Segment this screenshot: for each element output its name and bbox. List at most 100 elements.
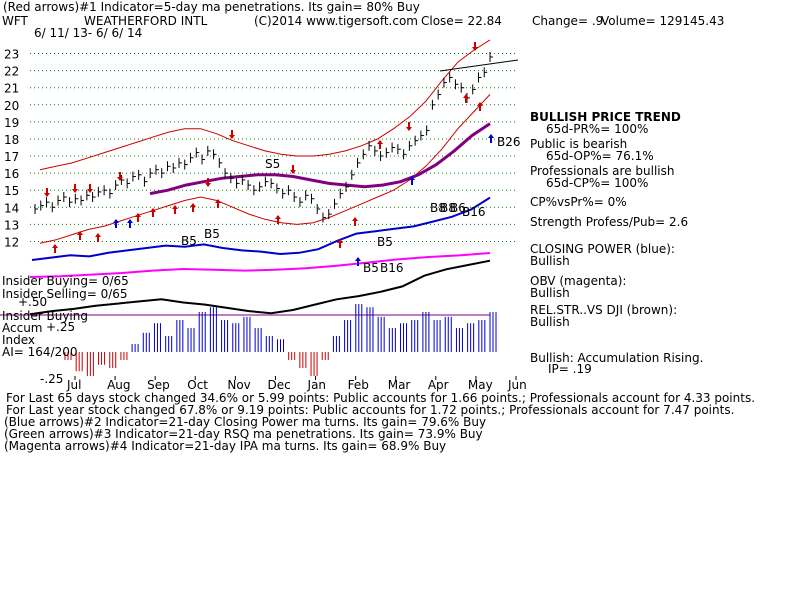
accum-label: Accum [2,321,43,335]
y-tick-label: 15 [4,184,19,198]
y-tick-label: 12 [4,235,19,249]
x-tick-label: Jul [66,378,81,392]
signal-label: B5 [181,234,197,248]
upper-band-line [39,39,491,171]
company-name: WEATHERFORD INTL [84,14,208,28]
signal-arrow-head [406,127,412,131]
signal-label: B5 [377,235,393,249]
y-tick-label: 16 [4,167,19,181]
index-label: Index [2,333,36,347]
signal-arrow-head [488,134,494,138]
x-tick-label: Aug [107,378,130,392]
signal-arrow-head [87,189,93,193]
ip-value: IP= .19 [548,362,592,376]
signal-arrow-head [77,231,83,235]
signal-arrow-head [463,94,469,98]
arrow-indicator-line: (Red arrows)#1 Indicator=5-day ma penetr… [3,0,420,14]
strength-ratio: Strength Profess/Pub= 2.6 [530,215,689,229]
y-tick-label: 20 [4,99,19,113]
signal-arrow-head [95,233,101,237]
footer-line-1: For Last 65 days stock changed 34.6% or … [6,391,756,405]
signal-arrow-head [477,102,483,106]
date-range: 6/ 11/ 13- 6/ 6/ 14 [34,26,143,40]
trendline [439,59,519,72]
y-tick-label: 22 [4,65,19,79]
obv-value: Bullish [530,286,570,300]
insider-selling-label: Insider Selling= 0/65 [2,287,128,301]
y-tick-label: 13 [4,218,19,232]
insider-buying-label: Insider Buying= 0/65 [2,274,129,288]
signal-arrow-head [275,215,281,219]
x-tick-label: Jun [507,378,527,392]
op-value: 65d-OP%= 76.1% [546,149,654,163]
cp-vs-pr: CP%vsPr%= 0% [530,195,627,209]
signal-label: B6 [450,201,466,215]
copyright: (C)2014 www.tigersoft.com [254,14,418,28]
y-tick-label: 18 [4,133,19,147]
insider-buying-label-2: Insider Buying [2,309,88,323]
signal-label: S5 [265,157,280,171]
x-tick-label: Dec [267,378,290,392]
footer-line-3: (Blue arrows)#2 Indicator=21-day Closing… [4,415,487,429]
x-tick-label: Mar [388,378,411,392]
footer-line-5: (Magenta arrows)#4 Indicator=21-day IPA … [4,439,447,453]
signal-arrow-head [355,257,361,261]
public-label: Public is bearish [530,137,628,151]
relstr-value: Bullish [530,315,570,329]
signal-arrow-head [290,170,296,174]
x-tick-label: Apr [428,378,449,392]
pros-label: Professionals are bullish [530,164,675,178]
ma-line [149,122,491,196]
signal-arrow-head [72,189,78,193]
signal-arrow-head [352,217,358,221]
y-tick-label: 14 [4,201,19,215]
accum-half-label: +.50 [18,295,48,309]
accum-quarter-label: +.25 [46,320,76,334]
x-tick-label: Sep [147,378,170,392]
change-value: Change= .9 [532,14,604,28]
signal-label: B16 [462,205,486,219]
obv-label: OBV (magenta): [530,274,627,288]
y-tick-label: 17 [4,150,19,164]
signal-arrow-head [190,203,196,207]
x-tick-label: Jan [307,378,327,392]
signal-arrow-head [409,176,415,180]
signal-arrow-head [472,47,478,51]
signal-label: B16 [380,261,404,275]
accum-neg-label: -.25 [40,372,64,386]
signal-arrow-head [135,213,141,217]
signal-arrow-head [117,177,123,181]
closing-power-value: Bullish [530,254,570,268]
y-tick-label: 21 [4,82,19,96]
signal-arrow-head [205,183,211,187]
trend-title: BULLISH PRICE TREND [530,110,681,124]
grid-layer [30,53,518,242]
accumulation-note: Bullish: Accumulation Rising. [530,351,704,365]
rel-str-line [29,259,491,316]
signal-arrow-head [52,244,58,248]
signal-label: B5 [204,227,220,241]
closing-power-line [31,196,491,261]
signal-arrow-head [127,219,133,223]
obv-line [29,252,491,278]
y-tick-label: 23 [4,48,19,62]
signal-arrow-head [150,208,156,212]
signal-arrow-head [44,193,50,197]
signal-label: B8 [430,201,446,215]
x-tick-label: Feb [348,378,369,392]
signal-arrow-head [377,140,383,144]
closing-power-label: CLOSING POWER (blue): [530,242,675,256]
relstr-label: REL.STR..VS DJI (brown): [530,303,678,317]
close-value: Close= 22.84 [421,14,502,28]
x-tick-label: May [468,378,493,392]
x-tick-label: Nov [227,378,250,392]
signal-arrow-head [172,205,178,209]
x-tick-layer: Jul Aug Sep Oct Nov Dec Jan Feb Mar Apr May Jun [66,376,527,392]
y-tick-label: 19 [4,116,19,130]
ai-label: AI= 164/200 [2,345,78,359]
signal-label: B5 [363,261,379,275]
arrow-layer [44,42,494,266]
signal-arrow-head [337,239,343,243]
